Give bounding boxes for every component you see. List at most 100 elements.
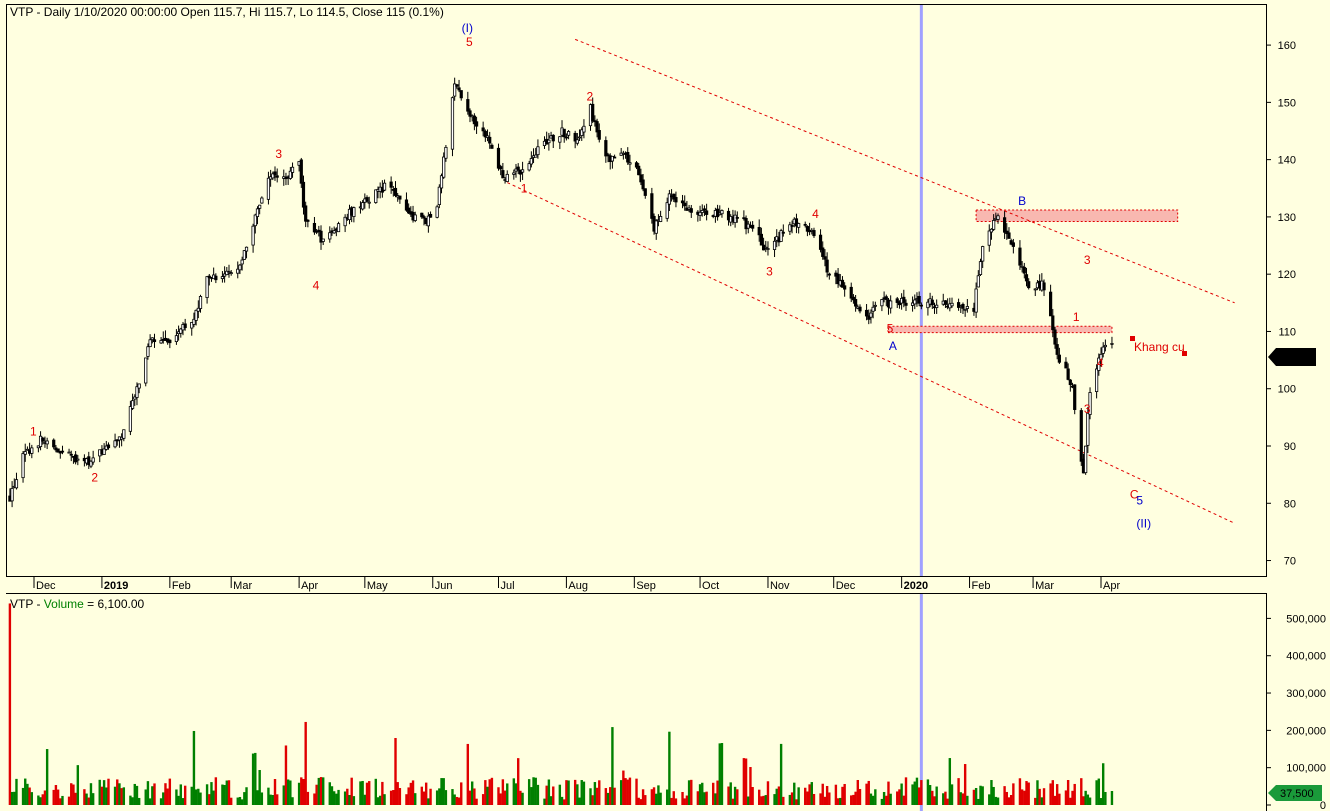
volume-bar bbox=[742, 758, 746, 805]
volume-bar bbox=[727, 786, 730, 805]
volume-bar bbox=[481, 794, 485, 805]
volume-bar bbox=[810, 782, 813, 805]
price-bar bbox=[516, 163, 520, 175]
price-bar bbox=[76, 454, 80, 466]
price-bar bbox=[382, 179, 387, 192]
volume-bar bbox=[898, 789, 901, 805]
volume-bars bbox=[8, 603, 1114, 805]
price-bar bbox=[917, 291, 921, 307]
volume-bar bbox=[843, 783, 846, 805]
price-bar bbox=[858, 304, 862, 314]
price-bar bbox=[422, 214, 426, 226]
price-bar bbox=[290, 162, 295, 178]
price-bar bbox=[827, 272, 831, 280]
volume-bar bbox=[102, 780, 106, 805]
volume-tick-label: 200,000 bbox=[1286, 725, 1326, 737]
price-bar bbox=[299, 157, 303, 188]
price-bar bbox=[989, 228, 994, 240]
price-bar bbox=[935, 299, 939, 314]
volume-bar bbox=[788, 794, 792, 805]
price-bar bbox=[735, 211, 739, 223]
volume-bar bbox=[39, 797, 42, 805]
volume-bar bbox=[243, 792, 246, 805]
volume-bar bbox=[928, 785, 932, 805]
volume-bar bbox=[346, 788, 349, 805]
price-bar bbox=[1066, 363, 1070, 381]
volume-bar bbox=[1023, 790, 1026, 805]
price-tick-label: 150 bbox=[1278, 97, 1296, 109]
price-bar bbox=[52, 438, 56, 450]
volume-bar bbox=[580, 780, 583, 805]
price-bar bbox=[950, 297, 954, 308]
volume-bar bbox=[227, 780, 231, 805]
price-bar bbox=[637, 162, 641, 176]
volume-bar bbox=[490, 777, 494, 805]
price-bar bbox=[805, 225, 810, 237]
volume-bar bbox=[486, 786, 489, 805]
price-bar bbox=[1027, 278, 1031, 290]
volume-bar bbox=[606, 792, 610, 805]
price-bar bbox=[889, 295, 893, 314]
price-bar bbox=[823, 249, 827, 267]
volume-bar bbox=[199, 792, 202, 805]
price-bar bbox=[30, 444, 34, 459]
volume-bar bbox=[696, 791, 700, 805]
price-bar bbox=[144, 357, 148, 387]
volume-bar bbox=[514, 783, 518, 805]
volume-bar bbox=[687, 780, 691, 805]
volume-bar bbox=[779, 743, 783, 805]
volume-bar bbox=[512, 778, 516, 805]
price-bar bbox=[1079, 408, 1083, 466]
volume-bar bbox=[946, 798, 949, 805]
wave-label-18: C bbox=[1130, 488, 1139, 502]
volume-bar bbox=[197, 788, 200, 805]
volume-bar bbox=[144, 789, 147, 805]
volume-bar bbox=[177, 795, 180, 805]
volume-bar bbox=[705, 791, 708, 805]
volume-bar bbox=[593, 782, 597, 805]
volume-bar bbox=[1097, 778, 1101, 805]
price-bar bbox=[895, 296, 899, 309]
volume-bar bbox=[1020, 789, 1024, 805]
volume-bar bbox=[681, 791, 684, 805]
volume-bar bbox=[100, 786, 104, 805]
volume-bar bbox=[957, 778, 960, 805]
price-tick-label: 130 bbox=[1278, 212, 1296, 224]
price-bar bbox=[468, 108, 472, 123]
price-bar bbox=[428, 211, 433, 218]
volume-bar bbox=[300, 777, 303, 805]
price-bar bbox=[869, 309, 873, 324]
price-bar bbox=[825, 252, 829, 278]
price-bar bbox=[10, 481, 14, 508]
price-bar bbox=[650, 187, 654, 224]
price-bar bbox=[733, 210, 737, 228]
volume-bar bbox=[229, 797, 233, 805]
volume-bar bbox=[760, 796, 763, 805]
volume-bar bbox=[273, 779, 277, 805]
price-bar bbox=[1018, 240, 1022, 270]
volume-bar bbox=[91, 793, 95, 805]
volume-bar bbox=[98, 779, 101, 805]
price-bar bbox=[854, 295, 858, 312]
volume-bar bbox=[703, 792, 706, 805]
volume-bar bbox=[343, 791, 347, 805]
volume-bar bbox=[961, 793, 965, 805]
last-volume-tag-text: 37,500 bbox=[1280, 788, 1314, 800]
price-bar bbox=[641, 174, 645, 192]
price-bar bbox=[253, 213, 257, 234]
volume-bar bbox=[950, 784, 954, 805]
volume-bar bbox=[1080, 778, 1083, 805]
volume-bar bbox=[972, 789, 976, 805]
volume-bar bbox=[348, 795, 351, 805]
price-bar bbox=[23, 443, 27, 462]
volume-bar bbox=[151, 786, 154, 805]
volume-bar bbox=[223, 784, 226, 805]
volume-bar bbox=[619, 780, 623, 805]
price-bar bbox=[1053, 326, 1057, 349]
volume-bar bbox=[889, 793, 892, 805]
price-bar bbox=[343, 214, 347, 233]
price-bar bbox=[683, 195, 687, 211]
price-bar bbox=[444, 144, 448, 162]
